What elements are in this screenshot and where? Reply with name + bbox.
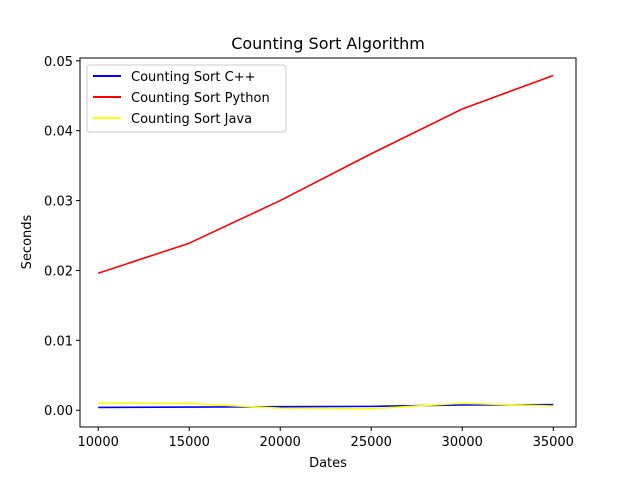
x-tick-label: 30000 <box>442 435 483 450</box>
legend-label-2: Counting Sort Java <box>131 112 252 127</box>
series-line-2 <box>98 402 554 410</box>
legend-label-1: Counting Sort Python <box>131 91 270 106</box>
x-tick-label: 25000 <box>351 435 392 450</box>
y-tick-label: 0.04 <box>44 125 73 140</box>
axes-frame <box>79 57 577 428</box>
y-tick-label: 0.05 <box>44 55 73 70</box>
y-tick-label: 0.01 <box>44 334 73 349</box>
x-tick-label: 10000 <box>78 435 119 450</box>
legend-box <box>86 64 287 133</box>
y-tick-label: 0.03 <box>44 195 73 210</box>
legend-label-0: Counting Sort C++ <box>131 70 255 85</box>
series-line-0 <box>98 403 554 409</box>
plot-area: 10000 15000 20000 25000 30000 35000 0.00 0.01 0.… <box>44 55 577 450</box>
y-tick-label: 0.02 <box>44 264 73 279</box>
y-axis-label: Seconds <box>20 214 35 269</box>
x-tick-label: 15000 <box>169 435 210 450</box>
legend: Counting Sort C++ Counting Sort Python Cou… <box>86 64 287 133</box>
x-tick-label: 20000 <box>260 435 301 450</box>
chart-title: Counting Sort Algorithm <box>231 34 425 53</box>
y-tick-label: 0.00 <box>44 404 73 419</box>
x-tick-label: 35000 <box>533 435 574 450</box>
series-line-1 <box>97 74 554 275</box>
x-axis-label: Dates <box>309 456 347 471</box>
